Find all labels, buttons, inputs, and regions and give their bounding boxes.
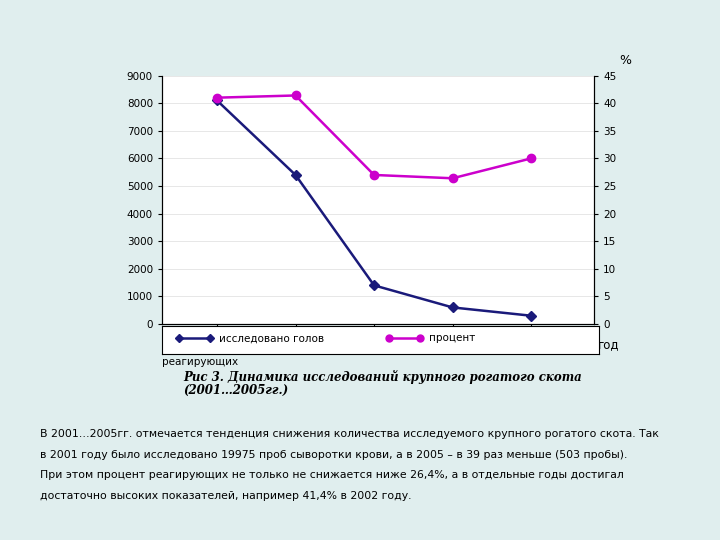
Text: исследовано голов: исследовано голов (219, 333, 324, 343)
Text: В 2001…2005гг. отмечается тенденция снижения количества исследуемого крупного ро: В 2001…2005гг. отмечается тенденция сниж… (40, 429, 659, 440)
Text: процент: процент (428, 333, 475, 343)
Text: (2001…2005гг.): (2001…2005гг.) (184, 384, 289, 397)
Text: Рис 3. Динамика исследований крупного рогатого скота: Рис 3. Динамика исследований крупного ро… (184, 370, 582, 384)
Text: достаточно высоких показателей, например 41,4% в 2002 году.: достаточно высоких показателей, например… (40, 491, 411, 501)
Text: При этом процент реагирующих не только не снижается ниже 26,4%, а в отдельные го: При этом процент реагирующих не только н… (40, 470, 624, 481)
Text: %: % (619, 55, 631, 68)
Text: в 2001 году было исследовано 19975 проб сыворотки крови, а в 2005 – в 39 раз мен: в 2001 году было исследовано 19975 проб … (40, 450, 627, 460)
Text: год: год (598, 338, 620, 350)
Text: реагирующих: реагирующих (162, 357, 238, 368)
